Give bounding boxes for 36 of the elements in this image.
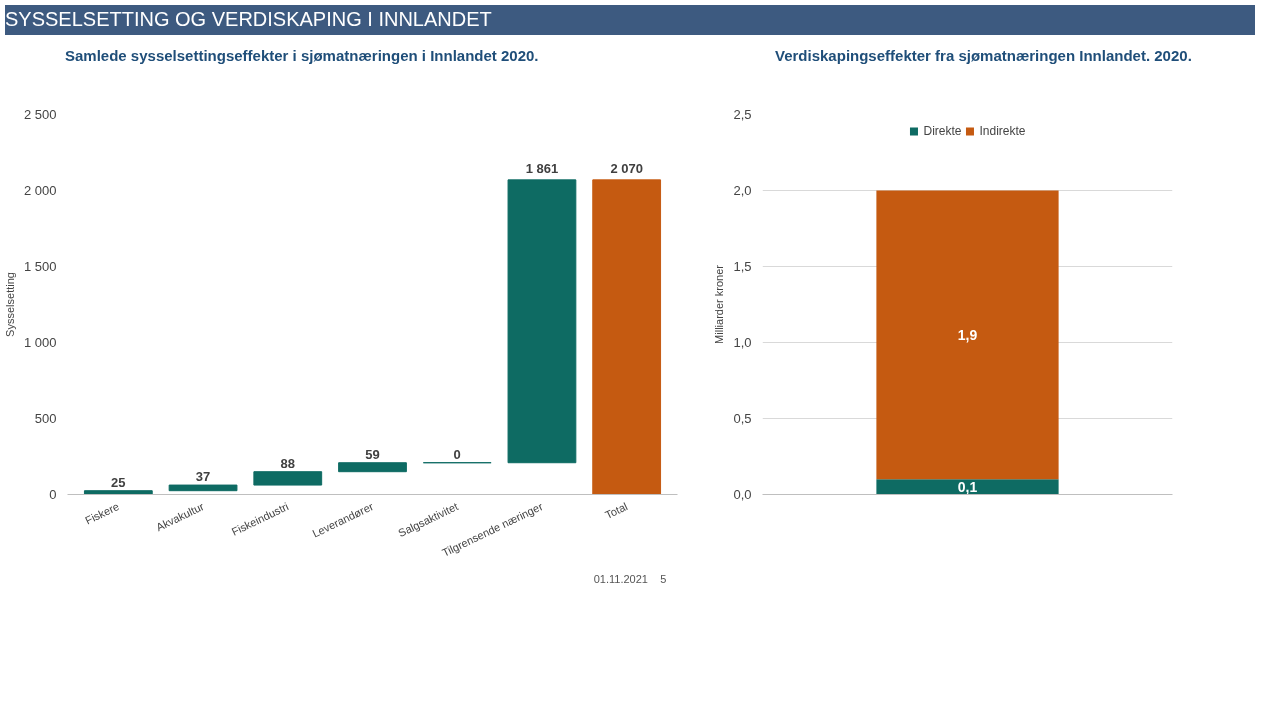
y-tick-label: 0,5 <box>733 411 752 426</box>
y-tick-label: 1 500 <box>23 259 57 274</box>
y-tick-label: 0 <box>49 487 57 502</box>
bar <box>592 179 662 495</box>
bar <box>253 471 323 486</box>
data-label: 0,1 <box>957 478 978 495</box>
data-label: 0 <box>453 446 461 462</box>
y-axis-title: Milliarder kroner <box>713 264 726 344</box>
data-label: 1,9 <box>957 326 978 343</box>
legend-label: Indirekte <box>979 124 1026 138</box>
y-tick-label: 2 500 <box>23 107 57 122</box>
data-label: 2 070 <box>610 160 643 176</box>
y-tick-label: 2,0 <box>733 183 752 198</box>
x-tick-label: Total <box>603 500 630 522</box>
text: 01.11.2021 5 <box>593 573 667 585</box>
y-axis-title: Sysselsetting <box>3 272 16 337</box>
data-label: 25 <box>111 474 126 490</box>
chart-title: Verdiskapingseffekter fra sjømatnæringen Innlandet. 2020. <box>775 46 1192 66</box>
data-label: 1 861 <box>525 160 559 176</box>
y-tick-label: 1,0 <box>733 335 752 350</box>
y-tick-label: 2 000 <box>23 183 57 198</box>
y-tick-label: 1 000 <box>23 335 57 350</box>
bar <box>507 179 577 464</box>
bar <box>83 490 153 495</box>
y-tick-label: 500 <box>34 411 57 426</box>
bar <box>338 462 407 473</box>
y-tick-label: 1,5 <box>733 259 752 274</box>
text: SYSSELSETTING OG VERDISKAPING I INNLANDET <box>5 7 492 32</box>
data-label: 37 <box>195 469 211 485</box>
y-tick-label: 2,5 <box>733 107 752 122</box>
y-tick-label: 0,0 <box>733 487 752 502</box>
bar <box>168 484 238 492</box>
chart-title: Samlede sysselsettingseffekter i sjømatnæringen i Innlandet 2020. <box>65 46 539 66</box>
data-label: 88 <box>280 455 296 471</box>
data-label: 59 <box>365 446 380 462</box>
legend-label: Direkte <box>923 124 962 138</box>
